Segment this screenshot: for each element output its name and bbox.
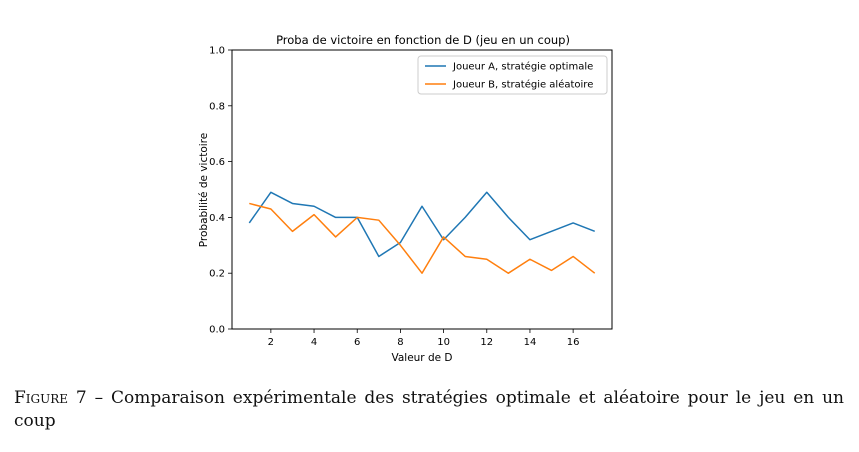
- series-line-1: [248, 191, 596, 258]
- y-tick-label: 0.6: [209, 157, 225, 168]
- legend-label-2: Joueur B, stratégie aléatoire: [452, 79, 593, 91]
- line-chart: Proba de victoire en fonction de D (jeu …: [198, 33, 613, 364]
- plot-frame: [231, 49, 613, 330]
- legend-label-1: Joueur A, stratégie optimale: [452, 61, 593, 73]
- y-tick-label: 0.2: [209, 269, 225, 280]
- y-tick-label: 0.0: [209, 325, 225, 336]
- x-tick-label: 16: [567, 337, 580, 348]
- caption-text: Comparaison expérimentale des stratégies…: [14, 388, 845, 431]
- x-tick-label: 6: [354, 337, 360, 348]
- x-tick-label: 14: [524, 337, 537, 348]
- x-tick-label: 10: [437, 337, 450, 348]
- figure-label: Figure 7: [14, 388, 87, 408]
- y-axis-label: Probabilité de victoire: [198, 133, 210, 247]
- x-tick-label: 2: [268, 337, 274, 348]
- caption-separator: –: [86, 388, 111, 408]
- legend: Joueur A, stratégie optimale Joueur B, st…: [417, 55, 608, 95]
- series-line-2: [249, 202, 596, 274]
- legend-box: [417, 55, 608, 95]
- x-tick-label: 4: [311, 337, 317, 348]
- x-tick-label: 12: [480, 337, 493, 348]
- chart-title: Proba de victoire en fonction de D (jeu …: [276, 33, 570, 47]
- y-tick-label: 0.4: [209, 213, 225, 224]
- y-tick-label: 0.8: [209, 101, 225, 112]
- x-axis-label: Valeur de D: [391, 352, 452, 364]
- x-tick-label: 8: [397, 337, 403, 348]
- figure-caption: Figure 7 – Comparaison expérimentale des…: [14, 387, 844, 433]
- y-tick-label: 1.0: [209, 46, 225, 57]
